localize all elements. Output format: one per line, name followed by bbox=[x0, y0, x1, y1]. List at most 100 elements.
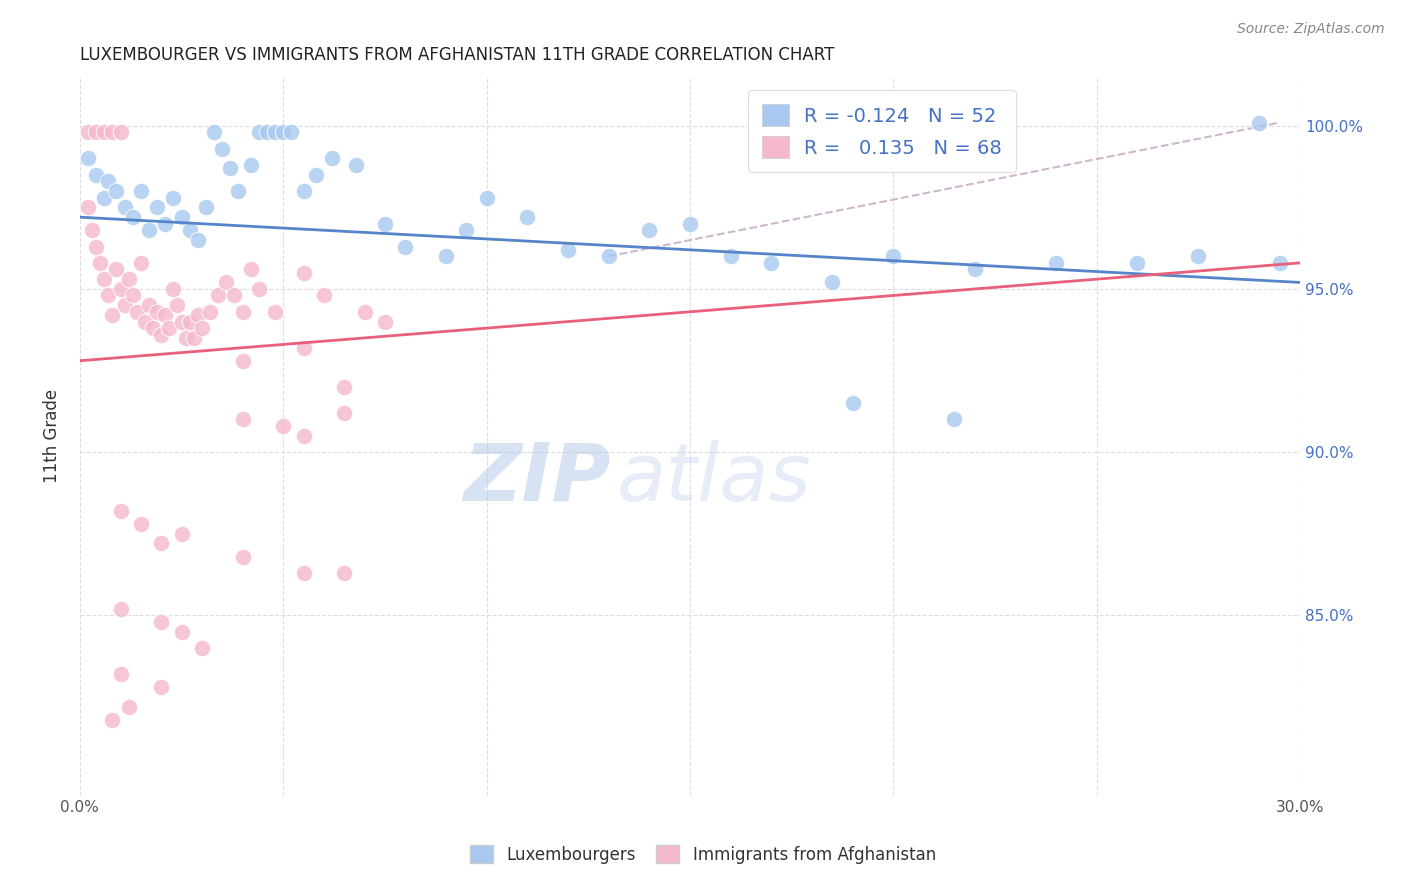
Point bbox=[638, 223, 661, 237]
Point bbox=[228, 184, 250, 198]
Point bbox=[194, 201, 217, 215]
Point bbox=[110, 601, 132, 615]
Point bbox=[129, 256, 152, 270]
Point bbox=[1126, 256, 1149, 270]
Point bbox=[93, 125, 115, 139]
Point bbox=[198, 305, 221, 319]
Point bbox=[232, 305, 254, 319]
Point bbox=[256, 125, 278, 139]
Point bbox=[202, 125, 225, 139]
Point bbox=[138, 298, 160, 312]
Point bbox=[89, 256, 111, 270]
Point bbox=[110, 667, 132, 681]
Text: Source: ZipAtlas.com: Source: ZipAtlas.com bbox=[1237, 22, 1385, 37]
Point bbox=[271, 125, 294, 139]
Point bbox=[114, 201, 136, 215]
Point bbox=[516, 210, 538, 224]
Point bbox=[232, 353, 254, 368]
Point bbox=[187, 308, 209, 322]
Point bbox=[333, 406, 356, 420]
Text: atlas: atlas bbox=[617, 440, 811, 518]
Y-axis label: 11th Grade: 11th Grade bbox=[44, 389, 60, 483]
Point bbox=[97, 288, 120, 302]
Point bbox=[475, 191, 498, 205]
Point bbox=[166, 298, 188, 312]
Point bbox=[333, 566, 356, 580]
Point bbox=[101, 713, 124, 727]
Point bbox=[292, 341, 315, 355]
Point bbox=[292, 184, 315, 198]
Point bbox=[353, 305, 375, 319]
Point bbox=[374, 315, 396, 329]
Point bbox=[77, 201, 100, 215]
Point bbox=[179, 223, 201, 237]
Point bbox=[374, 217, 396, 231]
Point bbox=[105, 184, 128, 198]
Point bbox=[292, 266, 315, 280]
Point bbox=[84, 168, 107, 182]
Point bbox=[312, 288, 335, 302]
Point bbox=[157, 321, 180, 335]
Point bbox=[305, 168, 328, 182]
Point bbox=[280, 125, 302, 139]
Point bbox=[129, 184, 152, 198]
Point bbox=[239, 262, 262, 277]
Point bbox=[882, 249, 904, 263]
Point bbox=[105, 262, 128, 277]
Point bbox=[121, 288, 143, 302]
Point bbox=[146, 201, 169, 215]
Point bbox=[93, 272, 115, 286]
Point bbox=[170, 315, 193, 329]
Legend: R = -0.124   N = 52, R =   0.135   N = 68: R = -0.124 N = 52, R = 0.135 N = 68 bbox=[748, 90, 1015, 172]
Text: ZIP: ZIP bbox=[463, 440, 610, 518]
Point bbox=[821, 276, 844, 290]
Point bbox=[191, 640, 214, 655]
Point bbox=[118, 272, 141, 286]
Point bbox=[134, 315, 156, 329]
Point bbox=[394, 239, 416, 253]
Point bbox=[456, 223, 478, 237]
Point bbox=[219, 161, 242, 176]
Point bbox=[346, 158, 368, 172]
Point bbox=[679, 217, 702, 231]
Point bbox=[114, 298, 136, 312]
Point bbox=[162, 191, 184, 205]
Point bbox=[761, 256, 783, 270]
Point bbox=[97, 174, 120, 188]
Point bbox=[84, 239, 107, 253]
Point bbox=[125, 305, 148, 319]
Point bbox=[963, 262, 986, 277]
Point bbox=[720, 249, 742, 263]
Point bbox=[80, 223, 103, 237]
Point bbox=[118, 699, 141, 714]
Point bbox=[170, 526, 193, 541]
Point bbox=[247, 125, 270, 139]
Point bbox=[557, 243, 579, 257]
Point bbox=[271, 419, 294, 434]
Point bbox=[121, 210, 143, 224]
Point bbox=[155, 308, 177, 322]
Point bbox=[183, 331, 205, 345]
Point bbox=[247, 282, 270, 296]
Point bbox=[292, 566, 315, 580]
Point bbox=[110, 504, 132, 518]
Point bbox=[434, 249, 457, 263]
Text: LUXEMBOURGER VS IMMIGRANTS FROM AFGHANISTAN 11TH GRADE CORRELATION CHART: LUXEMBOURGER VS IMMIGRANTS FROM AFGHANIS… bbox=[80, 46, 834, 64]
Point bbox=[187, 233, 209, 247]
Point bbox=[101, 308, 124, 322]
Point bbox=[232, 549, 254, 564]
Point bbox=[146, 305, 169, 319]
Point bbox=[129, 516, 152, 531]
Point bbox=[170, 210, 193, 224]
Point bbox=[292, 429, 315, 443]
Point bbox=[142, 321, 165, 335]
Point bbox=[150, 536, 173, 550]
Point bbox=[150, 615, 173, 629]
Point bbox=[215, 276, 238, 290]
Point bbox=[943, 412, 966, 426]
Point bbox=[211, 142, 233, 156]
Point bbox=[1187, 249, 1209, 263]
Point bbox=[110, 125, 132, 139]
Point bbox=[84, 125, 107, 139]
Point bbox=[1249, 115, 1271, 129]
